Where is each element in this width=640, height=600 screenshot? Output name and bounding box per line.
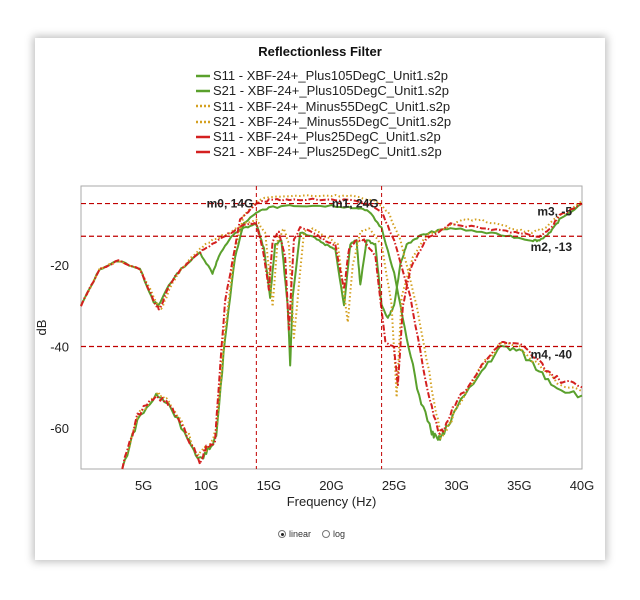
legend-label: S11 - XBF-24+_Minus55DegC_Unit1.s2p <box>213 98 451 114</box>
series-line-5 <box>121 197 583 470</box>
legend-item: S11 - XBF-24+_Minus55DegC_Unit1.s2p <box>196 99 451 114</box>
legend-swatch-icon <box>196 74 210 77</box>
legend-swatch-icon <box>196 135 210 139</box>
radio-selected-icon[interactable] <box>278 530 286 538</box>
plot-frame <box>80 185 583 470</box>
radio-unselected-icon[interactable] <box>322 530 330 538</box>
chart-title: Reflectionless Filter <box>258 44 382 59</box>
marker-label-m4: m4, -40 <box>531 347 573 361</box>
legend: S11 - XBF-24+_Plus105DegC_Unit1.s2p S21 -… <box>196 68 451 160</box>
marker-label-m1: m1, 24G <box>332 197 379 211</box>
legend-item: S21 - XBF-24+_Minus55DegC_Unit1.s2p <box>196 114 451 129</box>
legend-label: S21 - XBF-24+_Plus25DegC_Unit1.s2p <box>213 144 442 160</box>
x-tick-label: 5G <box>135 478 152 493</box>
legend-item: S11 - XBF-24+_Plus105DegC_Unit1.s2p <box>196 68 451 83</box>
legend-label: S21 - XBF-24+_Minus55DegC_Unit1.s2p <box>213 113 452 129</box>
legend-item: S21 - XBF-24+_Plus25DegC_Unit1.s2p <box>196 144 451 159</box>
y-tick-label: -20 <box>50 258 69 273</box>
y-tick-label: -40 <box>50 339 69 354</box>
legend-item: S21 - XBF-24+_Plus105DegC_Unit1.s2p <box>196 83 451 98</box>
legend-swatch-icon <box>196 150 210 154</box>
scale-linear-radio[interactable]: linear <box>278 529 311 539</box>
x-tick-label: 15G <box>257 478 282 493</box>
marker-label-m3: m3, -5 <box>537 205 572 219</box>
y-axis-label: dB <box>34 320 49 336</box>
scale-log-label: log <box>333 529 346 539</box>
x-tick-label: 10G <box>194 478 219 493</box>
x-tick-label: 35G <box>507 478 532 493</box>
marker-label-m2: m2, -13 <box>531 240 573 254</box>
x-tick-label: 30G <box>444 478 469 493</box>
scale-linear-label: linear <box>289 529 312 539</box>
legend-item: S11 - XBF-24+_Plus25DegC_Unit1.s2p <box>196 129 451 144</box>
legend-label: S11 - XBF-24+_Plus105DegC_Unit1.s2p <box>213 68 448 83</box>
series-line-1 <box>121 204 583 469</box>
legend-label: S21 - XBF-24+_Plus105DegC_Unit1.s2p <box>213 83 449 99</box>
x-tick-label: 25G <box>382 478 407 493</box>
y-tick-label: -60 <box>50 421 69 436</box>
marker-label-m0: m0, 14G <box>207 197 254 211</box>
x-axis-label: Frequency (Hz) <box>287 494 377 509</box>
scale-log-radio[interactable]: log <box>322 529 345 539</box>
legend-label: S11 - XBF-24+_Plus25DegC_Unit1.s2p <box>213 129 441 145</box>
x-tick-label: 20G <box>319 478 344 493</box>
x-tick-label: 40G <box>570 478 595 493</box>
legend-swatch-icon <box>196 89 210 93</box>
